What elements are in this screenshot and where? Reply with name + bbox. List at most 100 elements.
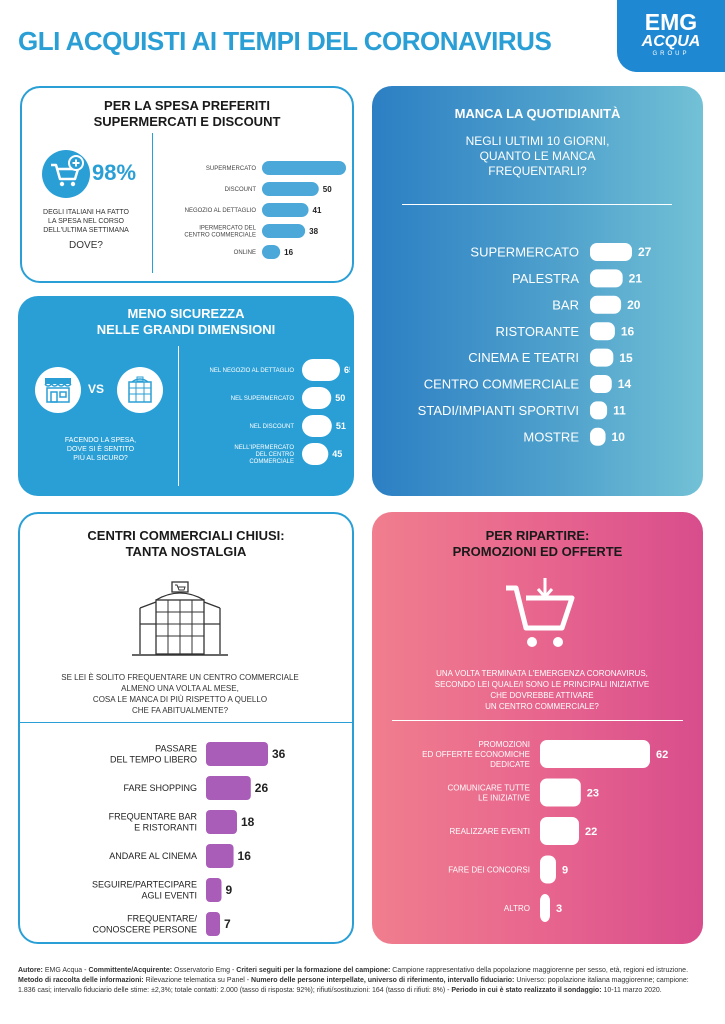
bar bbox=[590, 295, 622, 314]
mall-icon bbox=[116, 366, 164, 414]
bar bbox=[302, 443, 329, 465]
spesa-title-line-2: SUPERMERCATI E DISCOUNT bbox=[93, 114, 281, 129]
bar-label: BAR bbox=[552, 297, 579, 312]
bar-group: NEL SUPERMERCATO 50 bbox=[231, 387, 345, 409]
bar-value: 21 bbox=[629, 272, 643, 286]
quotidianita-title: MANCA LA QUOTIDIANITÀ bbox=[454, 106, 621, 121]
bar-label: CONOSCERE PERSONE bbox=[92, 925, 197, 935]
bar-value: 65 bbox=[344, 365, 350, 375]
bar bbox=[540, 894, 550, 922]
bar-group: ONLINE 16 bbox=[234, 245, 294, 259]
bar-group: FREQUENTARE/CONOSCERE PERSONE 7 bbox=[92, 912, 231, 936]
bar bbox=[206, 810, 237, 834]
bar bbox=[590, 243, 632, 261]
ripartire-divider bbox=[392, 720, 683, 721]
bar bbox=[590, 375, 612, 393]
ripartire-question-line-3: CHE DOVREBBE ATTIVARE bbox=[490, 691, 594, 700]
bar bbox=[262, 245, 281, 259]
bar-label: ALTRO bbox=[504, 904, 530, 913]
spesa-desc-line-2: LA SPESA NEL CORSO bbox=[48, 218, 124, 225]
ripartire-question-line-4: UN CENTRO COMMERCIALE? bbox=[485, 702, 599, 711]
bar-label: CENTRO COMMERCIALE bbox=[424, 377, 580, 392]
bar-label: IPERMERCATO DEL bbox=[199, 226, 256, 232]
bar-value: 41 bbox=[313, 206, 322, 215]
bar-label: COMUNICARE TUTTE bbox=[447, 783, 530, 792]
bar-group: REALIZZARE EVENTI 22 bbox=[450, 817, 597, 845]
bar bbox=[262, 182, 319, 196]
bar-value: 16 bbox=[621, 324, 635, 338]
bar-group: STADI/IMPIANTI SPORTIVI 11 bbox=[418, 401, 626, 420]
bar-label: NELL'IPERMERCATO bbox=[234, 445, 294, 451]
bar-value: 18 bbox=[241, 815, 255, 829]
ripartire-title-line-2: PROMOZIONI ED OFFERTE bbox=[452, 544, 623, 559]
bar-label: RISTORANTE bbox=[495, 324, 579, 339]
footer-committente-value: Osservatorio Emg bbox=[174, 967, 231, 974]
sicurezza-question-line-1: FACENDO LA SPESA, bbox=[64, 437, 137, 444]
bar-group: CINEMA E TEATRI 15 bbox=[468, 348, 633, 367]
bar-value: 45 bbox=[332, 449, 342, 459]
bar bbox=[262, 161, 346, 175]
bar-group: ANDARE AL CINEMA 16 bbox=[109, 844, 251, 868]
quotidianita-question-line-3: FREQUENTARLI? bbox=[488, 164, 587, 178]
bar-value: 23 bbox=[587, 787, 599, 799]
centri-question-line-3: COSA LE MANCA DI PIÙ RISPETTO A QUELLO bbox=[92, 695, 268, 704]
bar-value: 38 bbox=[309, 227, 318, 236]
bar-label: DISCOUNT bbox=[225, 187, 257, 193]
bar-group: FARE SHOPPING 26 bbox=[123, 776, 268, 800]
bar-group: FARE DEI CONCORSI 9 bbox=[448, 855, 568, 884]
logo-line-3: GROUP bbox=[652, 51, 690, 57]
bar-label: DEDICATE bbox=[490, 760, 530, 769]
bar bbox=[590, 269, 623, 288]
quotidianita-question-line-1: NEGLI ULTIMI 10 GIORNI, bbox=[465, 134, 610, 148]
footer-numero-value: Universo: popolazione italiana maggioren… bbox=[516, 977, 689, 984]
bar-group: NEL DISCOUNT 51 bbox=[250, 415, 346, 437]
bar bbox=[302, 415, 332, 437]
bar-value: 22 bbox=[585, 826, 597, 838]
bar-label: NEL SUPERMERCATO bbox=[231, 396, 295, 402]
bar-label: PALESTRA bbox=[512, 271, 579, 286]
bar-label: ED OFFERTE ECONOMICHE bbox=[422, 750, 530, 759]
spesa-stat: 98% bbox=[92, 160, 137, 185]
methodology-footer: Autore: EMG Acqua - Committente/Acquiren… bbox=[18, 967, 689, 994]
bar-value: 14 bbox=[618, 377, 632, 391]
bar-value: 36 bbox=[272, 747, 286, 761]
bar-label: PASSARE bbox=[155, 744, 197, 754]
quotidianita-divider bbox=[402, 204, 672, 205]
centri-divider bbox=[20, 722, 352, 723]
ripartire-question-line-2: SECONDO LEI QUALE/I SONO LE PRINCIPALI I… bbox=[434, 680, 650, 689]
bar-value: 26 bbox=[255, 781, 269, 795]
bar-group: DISCOUNT 50 bbox=[225, 182, 332, 196]
bar-label: LE INIZIATIVE bbox=[478, 793, 530, 802]
bar-value: 16 bbox=[238, 849, 252, 863]
footer-line-3: 1.836 casi; intervallo fiduciario delle … bbox=[18, 987, 446, 994]
logo-line-1: EMG bbox=[644, 9, 698, 35]
bar-label: DEL TEMPO LIBERO bbox=[110, 755, 197, 765]
panel-ripartire: PER RIPARTIRE: PROMOZIONI ED OFFERTE UNA… bbox=[372, 512, 703, 944]
bar-value: 20 bbox=[627, 298, 641, 312]
bar bbox=[540, 855, 556, 884]
footer-criteri-key: Criteri seguiti per la formazione del ca… bbox=[236, 967, 391, 974]
bar-label: COMMERCIALE bbox=[249, 459, 294, 465]
bar-label: CENTRO COMMERCIALE bbox=[184, 233, 256, 239]
bar-label: SUPERMERCATO bbox=[206, 166, 256, 172]
bar-group: SUPERMERCATO74 bbox=[206, 161, 346, 175]
bar-label: DEL CENTRO bbox=[256, 452, 295, 458]
bar bbox=[302, 359, 340, 381]
bar-group: BAR 20 bbox=[552, 295, 641, 314]
shop-icon bbox=[34, 366, 82, 414]
centri-question-line-4: CHE FA ABITUALMENTE? bbox=[131, 706, 229, 715]
bar-group: ALTRO 3 bbox=[504, 894, 562, 922]
ripartire-title-line-1: PER RIPARTIRE: bbox=[485, 528, 590, 543]
bar bbox=[590, 348, 614, 367]
centri-title-line-2: TANTA NOSTALGIA bbox=[125, 544, 247, 559]
shopping-mall-icon bbox=[130, 578, 230, 658]
bar-value: 11 bbox=[613, 404, 626, 418]
spesa-desc-line-1: DEGLI ITALIANI HA FATTO bbox=[43, 209, 129, 216]
bar-value: 7 bbox=[224, 917, 231, 931]
chart-spesa: SUPERMERCATO74DISCOUNT50NEGOZIO AL DETTA… bbox=[184, 161, 346, 259]
bar bbox=[302, 387, 332, 409]
bar bbox=[590, 401, 608, 420]
centri-question-line-2: ALMENO UNA VOLTA AL MESE, bbox=[121, 684, 239, 693]
